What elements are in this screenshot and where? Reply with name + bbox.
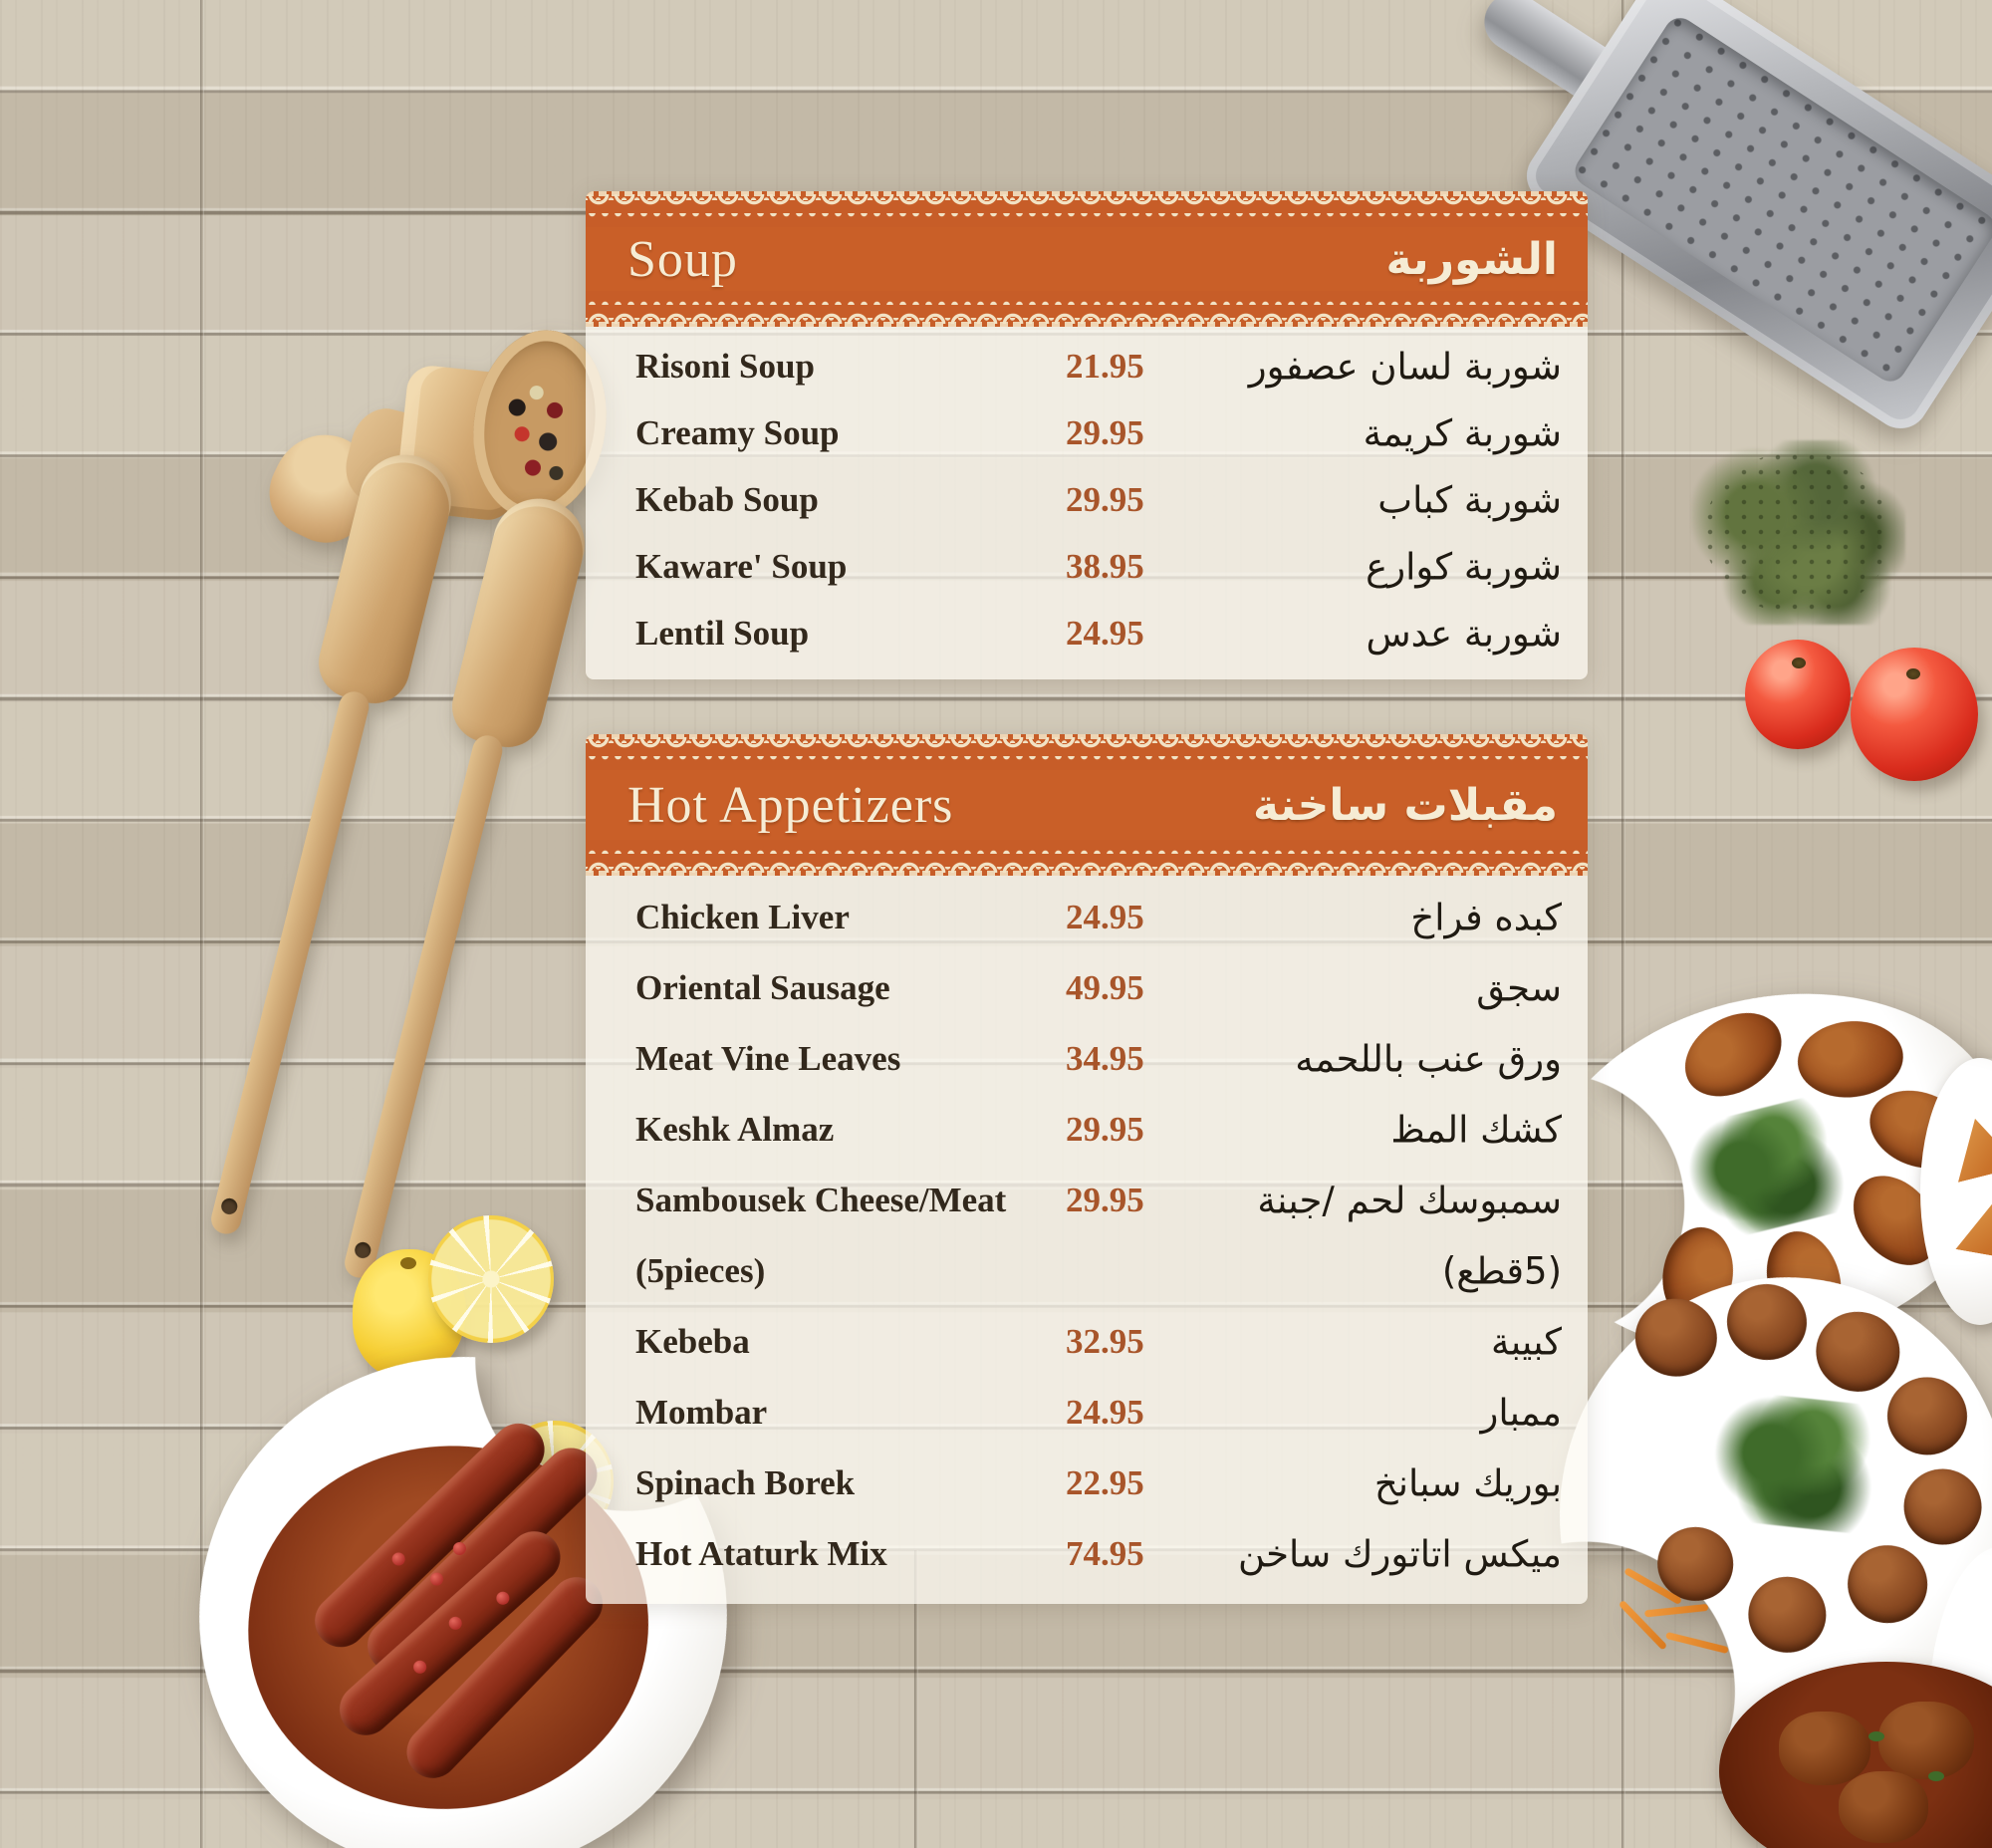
item-price: 74.95 xyxy=(1066,1533,1144,1573)
item-price: 34.95 xyxy=(1066,1038,1144,1078)
menu-item-row: Kebeba 32.95 كبيبة xyxy=(586,1306,1588,1377)
item-name-en: Chicken Liver xyxy=(635,897,850,936)
item-price: 24.95 xyxy=(1066,613,1144,653)
item-name-en: Kebeba xyxy=(635,1321,750,1361)
item-name-en: Sambousek Cheese/Meat xyxy=(635,1180,1007,1219)
soup-section-header: Soup الشوربة xyxy=(586,227,1588,291)
menu-item-row: Meat Vine Leaves 34.95 ورق عنب باللحمه xyxy=(586,1023,1588,1094)
menu-item-row: Sambousek Cheese/Meat 29.95 سمبوسك لحم /… xyxy=(586,1165,1588,1235)
item-name-ar: ممبار xyxy=(1480,1391,1562,1434)
lace-border-top xyxy=(586,734,1588,770)
dried-herbs-photo xyxy=(1691,440,1905,625)
item-price: 49.95 xyxy=(1066,967,1144,1007)
item-price: 22.95 xyxy=(1066,1462,1144,1502)
menu-section-hot-appetizers: Hot Appetizers مقبلات ساخنة Chicken Live… xyxy=(586,734,1588,1604)
item-price: 29.95 xyxy=(1066,1180,1144,1219)
item-name-ar: ورق عنب باللحمه xyxy=(1295,1037,1562,1080)
item-price: 29.95 xyxy=(1066,1109,1144,1149)
item-name-en: Meat Vine Leaves xyxy=(635,1038,901,1078)
menu-item-continuation-row: (5pieces) (5قطع) xyxy=(586,1235,1588,1306)
menu-section-soup: Soup الشوربة Risoni Soup 21.95 شوربة لسا… xyxy=(586,191,1588,679)
item-name-ar: شوربة كوارع xyxy=(1366,545,1562,588)
item-name-en: (5pieces) xyxy=(635,1250,766,1290)
item-name-en: Oriental Sausage xyxy=(635,967,890,1007)
wood-plank-seam xyxy=(1621,0,1625,1848)
menu-item-row: Risoni Soup 21.95 شوربة لسان عصفور xyxy=(586,333,1588,399)
menu-item-row: Keshk Almaz 29.95 كشك المظ xyxy=(586,1094,1588,1165)
lace-border-bottom xyxy=(586,291,1588,327)
item-name-en: Kaware' Soup xyxy=(635,546,848,586)
hot-appetizers-title-ar: مقبلات ساخنة xyxy=(1253,779,1558,831)
item-price: 21.95 xyxy=(1066,346,1144,386)
soup-title-ar: الشوربة xyxy=(1385,233,1559,285)
item-price: 32.95 xyxy=(1066,1321,1144,1361)
menu-item-row: Lentil Soup 24.95 شوربة عدس xyxy=(586,600,1588,666)
wood-plank-seam xyxy=(914,1550,918,1848)
item-name-ar: بوريك سبانخ xyxy=(1373,1461,1562,1504)
item-name-ar: سجق xyxy=(1476,966,1562,1009)
item-name-en: Spinach Borek xyxy=(635,1462,856,1502)
item-price: 29.95 xyxy=(1066,412,1144,452)
menu-item-row: Creamy Soup 29.95 شوربة كريمة xyxy=(586,399,1588,466)
menu-item-row: Oriental Sausage 49.95 سجق xyxy=(586,952,1588,1023)
menu-item-row: Mombar 24.95 ممبار xyxy=(586,1377,1588,1448)
lemon-slice-photo xyxy=(428,1215,554,1343)
soup-title-en: Soup xyxy=(627,230,738,288)
item-name-en: Risoni Soup xyxy=(635,346,815,386)
hot-appetizer-items: Chicken Liver 24.95 كبده فراخ Oriental S… xyxy=(586,876,1588,1589)
item-name-ar: كشك المظ xyxy=(1390,1108,1562,1151)
item-name-en: Lentil Soup xyxy=(635,613,810,653)
item-name-en: Creamy Soup xyxy=(635,412,840,452)
menu-item-row: Chicken Liver 24.95 كبده فراخ xyxy=(586,882,1588,952)
item-price: 29.95 xyxy=(1066,479,1144,519)
menu-item-row: Spinach Borek 22.95 بوريك سبانخ xyxy=(586,1448,1588,1518)
item-name-ar: شوربة كريمة xyxy=(1363,411,1562,454)
tomato-photo xyxy=(1745,640,1851,749)
item-price: 24.95 xyxy=(1066,1392,1144,1432)
item-name-en: Mombar xyxy=(635,1392,768,1432)
item-price: 38.95 xyxy=(1066,546,1144,586)
item-name-en: Kebab Soup xyxy=(635,479,819,519)
lace-border-bottom xyxy=(586,840,1588,876)
hot-appetizers-title-en: Hot Appetizers xyxy=(627,776,954,834)
lace-border-top xyxy=(586,191,1588,227)
item-name-ar: سمبوسك لحم /جبنة xyxy=(1257,1179,1562,1221)
menu-item-row: Kaware' Soup 38.95 شوربة كوارع xyxy=(586,533,1588,600)
item-name-ar: (5قطع) xyxy=(1441,1249,1562,1292)
item-name-ar: كبيبة xyxy=(1491,1320,1562,1363)
soup-items: Risoni Soup 21.95 شوربة لسان عصفور Cream… xyxy=(586,327,1588,666)
tomato-photo xyxy=(1851,648,1978,781)
item-name-ar: كبده فراخ xyxy=(1410,896,1562,938)
menu-item-row: Kebab Soup 29.95 شوربة كباب xyxy=(586,466,1588,533)
item-name-ar: شوربة عدس xyxy=(1366,612,1562,655)
item-price: 24.95 xyxy=(1066,897,1144,936)
item-name-ar: ميكس اتاتورك ساخن xyxy=(1237,1532,1562,1575)
menu-item-row: Hot Ataturk Mix 74.95 ميكس اتاتورك ساخن xyxy=(586,1518,1588,1589)
item-name-ar: شوربة لسان عصفور xyxy=(1248,345,1562,388)
hot-appetizers-section-header: Hot Appetizers مقبلات ساخنة xyxy=(586,770,1588,840)
item-name-ar: شوربة كباب xyxy=(1377,478,1562,521)
item-name-en: Hot Ataturk Mix xyxy=(635,1533,887,1573)
wood-plank-seam xyxy=(200,0,204,1848)
item-name-en: Keshk Almaz xyxy=(635,1109,835,1149)
